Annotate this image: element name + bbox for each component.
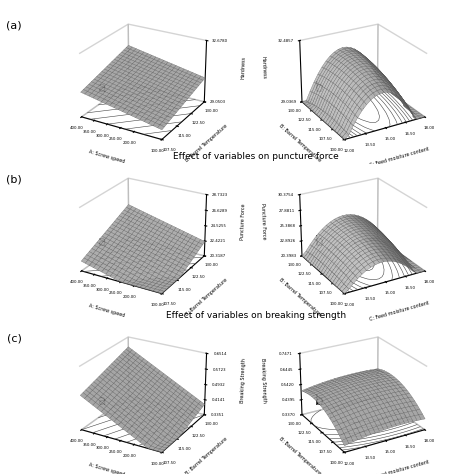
X-axis label: C: Feed moisture content: C: Feed moisture content (369, 146, 430, 168)
Text: (b): (b) (6, 175, 22, 185)
Text: a: a (97, 235, 105, 249)
Text: a: a (97, 394, 105, 408)
Y-axis label: B: Barrel Temperature: B: Barrel Temperature (185, 436, 229, 474)
Y-axis label: B: Barrel Temperature: B: Barrel Temperature (185, 277, 229, 317)
X-axis label: A: Screw speed: A: Screw speed (88, 462, 126, 474)
X-axis label: A: Screw speed: A: Screw speed (88, 303, 126, 319)
Text: (a): (a) (7, 21, 22, 31)
X-axis label: C: Feed moisture content: C: Feed moisture content (369, 300, 430, 322)
Text: Effect of variables on breaking strength: Effect of variables on breaking strength (166, 311, 346, 320)
Text: Effect of variables on puncture force: Effect of variables on puncture force (173, 152, 339, 161)
Y-axis label: B: Barrel Temperature: B: Barrel Temperature (278, 436, 321, 474)
Y-axis label: B: Barrel Temperature: B: Barrel Temperature (278, 277, 321, 317)
Text: b: b (315, 81, 324, 95)
Text: (c): (c) (7, 334, 22, 344)
Text: a: a (97, 81, 105, 95)
Y-axis label: B: Barrel Temperature: B: Barrel Temperature (278, 123, 321, 163)
X-axis label: C: Feed moisture content: C: Feed moisture content (369, 459, 430, 474)
Text: b: b (315, 394, 324, 408)
Y-axis label: B: Barrel Temperature: B: Barrel Temperature (185, 123, 229, 163)
X-axis label: A: Screw speed: A: Screw speed (88, 149, 126, 164)
Text: b: b (315, 235, 324, 249)
